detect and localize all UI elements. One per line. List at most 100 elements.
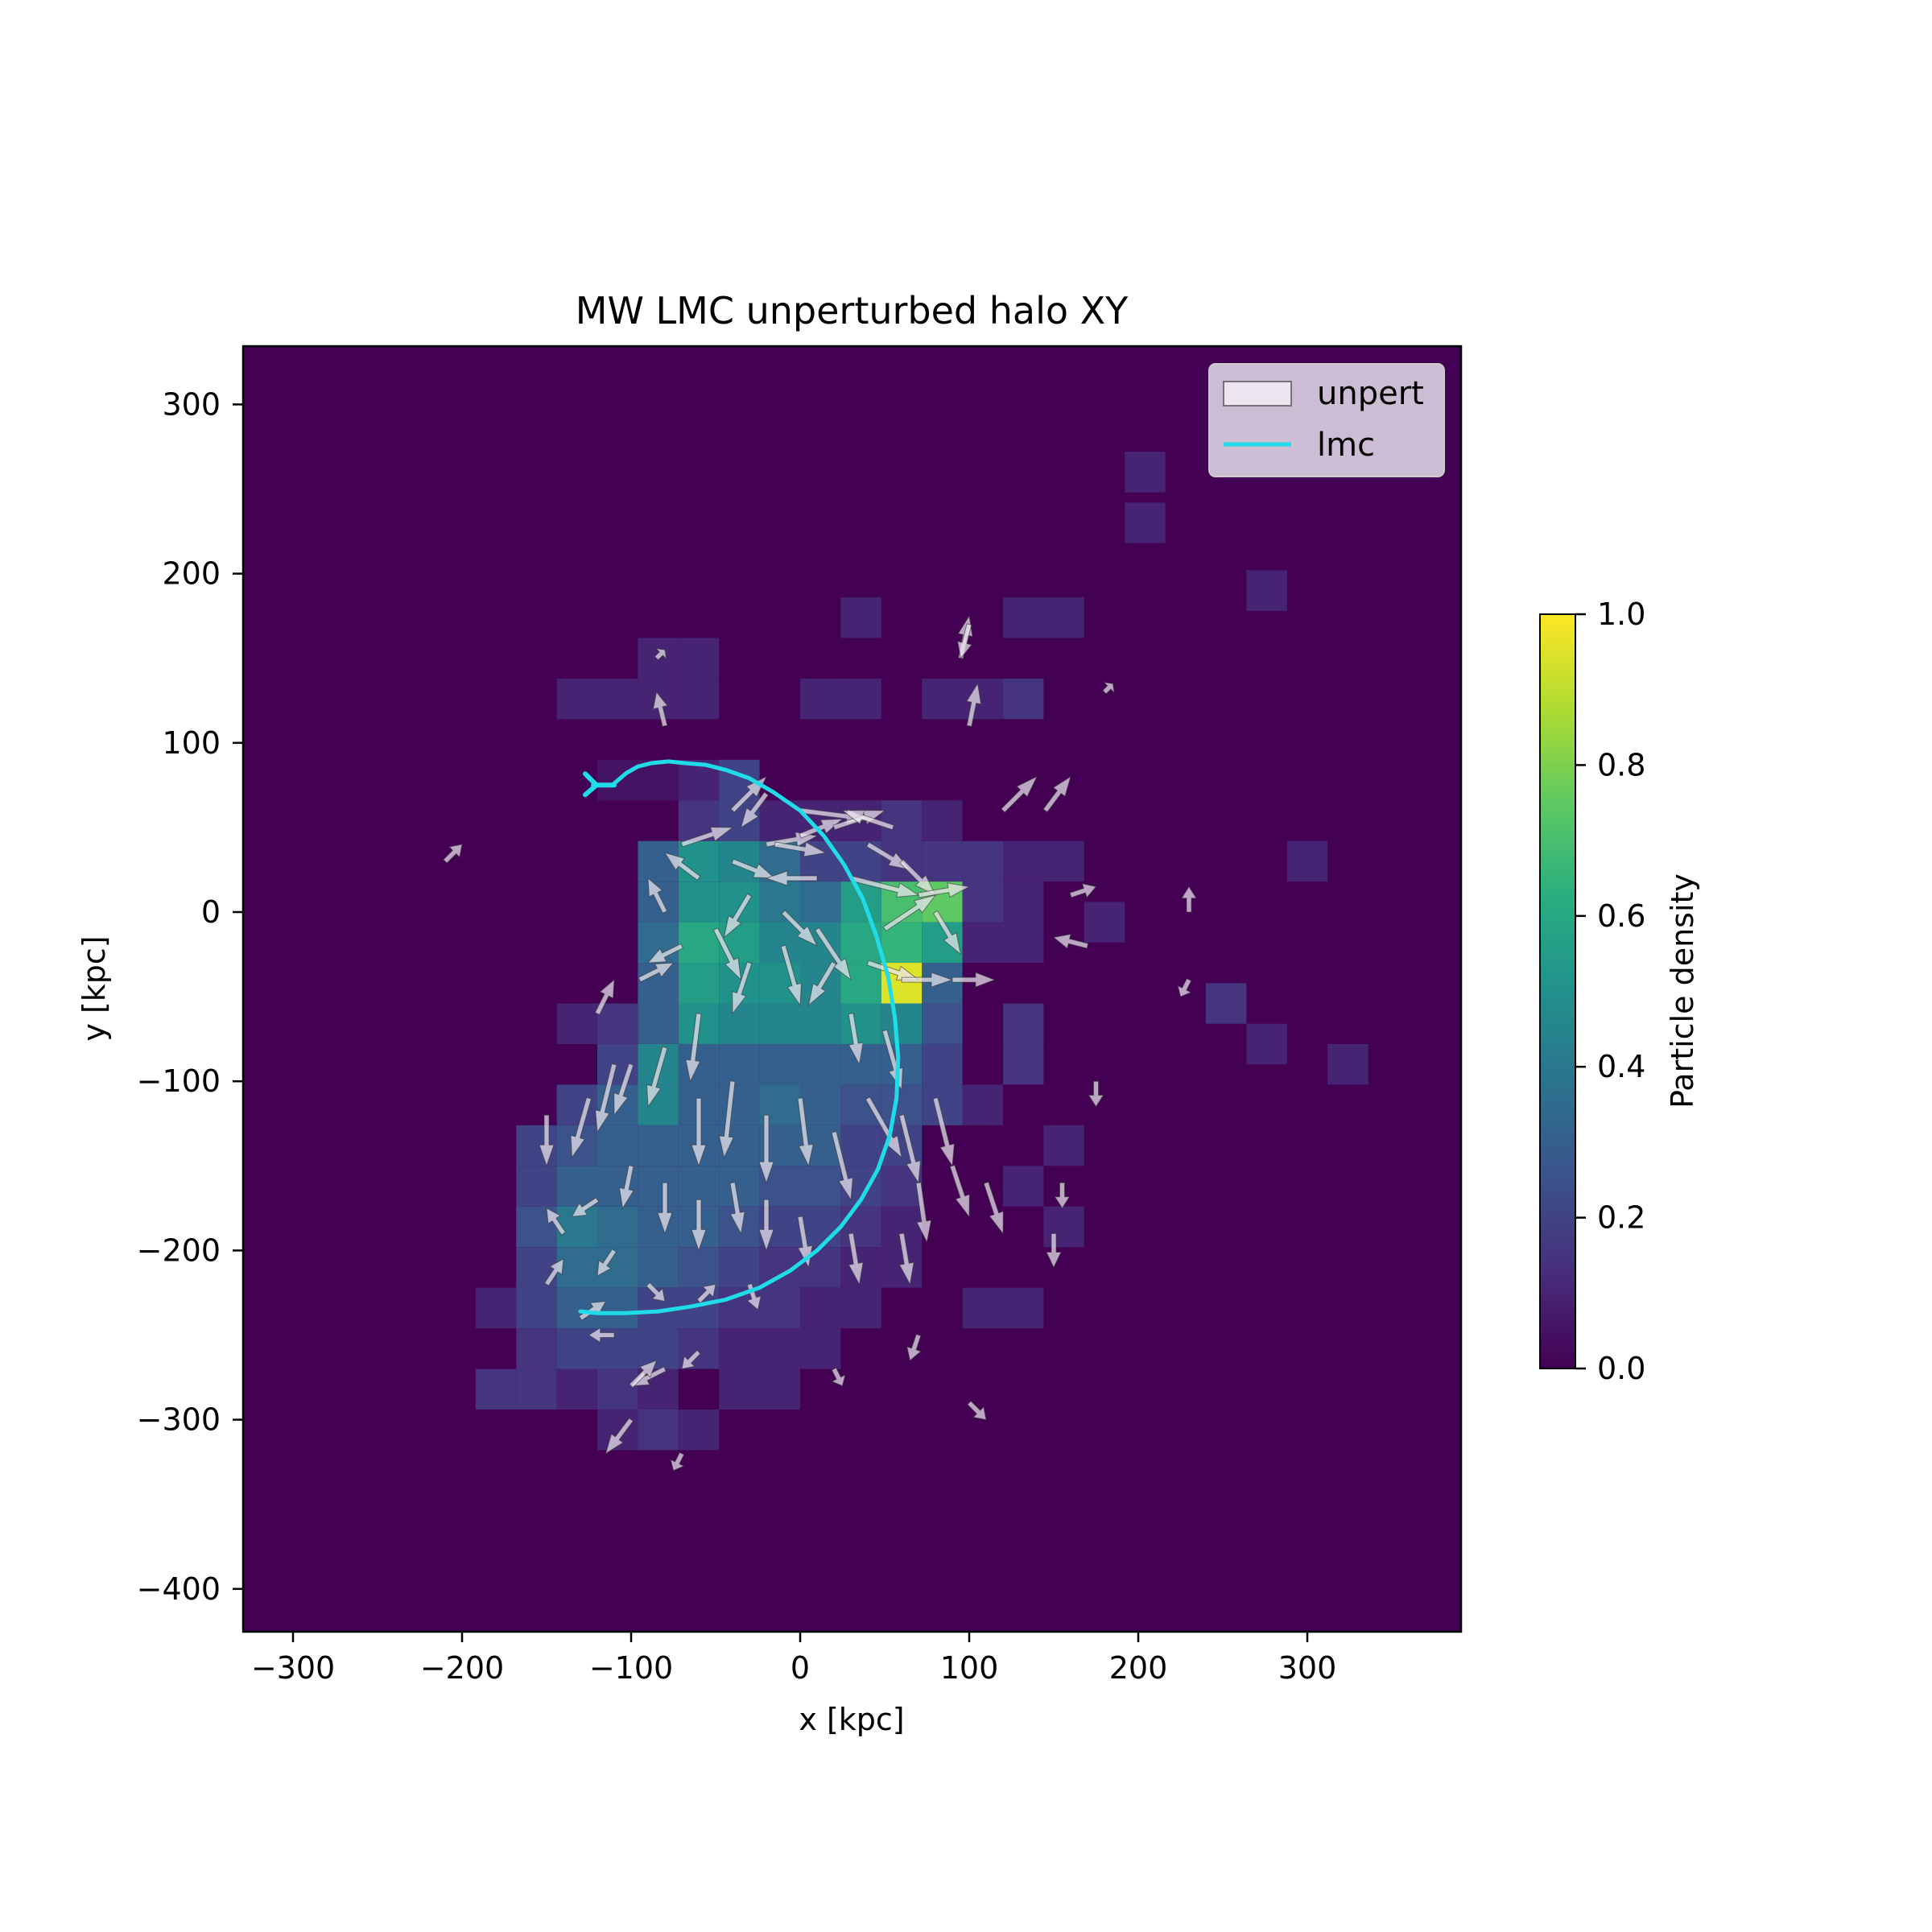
- heatmap-cell: [800, 1043, 841, 1085]
- quiver-arrow: [613, 1063, 634, 1117]
- heatmap-cell: [1246, 570, 1287, 611]
- quiver-arrow: [866, 960, 920, 980]
- legend-label-lmc: lmc: [1317, 427, 1375, 464]
- heatmap-cell: [1043, 840, 1084, 882]
- x-tick-label: −100: [589, 1650, 673, 1686]
- quiver-arrow: [1042, 775, 1071, 813]
- quiver-arrow: [723, 893, 753, 939]
- heatmap-cell: [840, 1003, 881, 1044]
- heatmap-cell: [840, 1287, 881, 1329]
- heatmap-cell: [759, 1003, 800, 1044]
- quiver-arrow: [718, 1080, 736, 1159]
- quiver-arrow: [731, 858, 776, 879]
- quiver-arrow: [849, 875, 920, 898]
- heatmap-cell: [475, 1287, 517, 1329]
- heatmap-cell: [516, 1287, 557, 1329]
- y-tick-label: 300: [162, 386, 221, 422]
- colorbar-gradient: [1539, 613, 1576, 1369]
- heatmap-cell: [678, 678, 720, 720]
- heatmap-cell: [1327, 1043, 1368, 1085]
- heatmap-cell: [719, 1368, 760, 1410]
- heatmap-cell: [1125, 502, 1166, 543]
- x-tick-label: 0: [791, 1650, 810, 1686]
- heatmap-cell: [638, 1409, 679, 1451]
- heatmap-cell: [840, 1125, 881, 1166]
- quiver-arrow: [691, 1199, 707, 1252]
- heatmap-cell: [638, 1166, 679, 1207]
- quiver-arrow: [657, 1182, 673, 1235]
- quiver-arrow: [901, 972, 954, 988]
- quiver-arrow: [1046, 1232, 1062, 1269]
- heatmap-cell: [678, 1409, 720, 1451]
- heatmap-cell: [678, 922, 720, 964]
- heatmap-cell: [962, 840, 1003, 882]
- x-tick-label: 300: [1278, 1650, 1337, 1686]
- heatmap-cell: [1125, 452, 1166, 493]
- heatmap-cell: [800, 1084, 841, 1125]
- heatmap-cell: [1003, 1287, 1044, 1329]
- plot-frame: [242, 345, 1463, 1633]
- heatmap-cell: [597, 1206, 638, 1248]
- quiver-arrow: [646, 943, 683, 964]
- heatmap-cell: [922, 1043, 963, 1085]
- quiver-arrow: [670, 1451, 685, 1472]
- heatmap-cell: [840, 1206, 881, 1248]
- heatmap-cell: [719, 1084, 760, 1125]
- heatmap-cell: [1003, 840, 1044, 882]
- quiver-arrow: [588, 1327, 615, 1344]
- legend-patch-unpert: [1223, 381, 1292, 407]
- quiver-arrow: [966, 682, 982, 727]
- legend: unpert lmc: [1208, 363, 1445, 477]
- quiver-arrow: [539, 1114, 555, 1167]
- quiver-arrow: [696, 1283, 716, 1304]
- x-axis-label: x [kpc]: [799, 1702, 904, 1737]
- quiver-arrow: [781, 910, 819, 947]
- heatmap-cell: [1043, 1125, 1084, 1166]
- quiver-arrow: [570, 1096, 592, 1159]
- colorbar-tick-label: 0.2: [1597, 1200, 1645, 1236]
- heatmap-cell: [516, 1368, 557, 1410]
- quiver-arrow: [646, 1046, 668, 1108]
- heatmap-cell: [556, 678, 597, 720]
- quiver-arrow: [799, 818, 844, 839]
- x-axis: −300 −200 −100 0 100 200 300: [251, 1632, 1336, 1686]
- heatmap-cell: [678, 963, 720, 1004]
- quiver-arrow: [848, 1232, 864, 1286]
- quiver-arrow: [595, 1063, 617, 1133]
- heatmap-cell: [962, 1084, 1003, 1125]
- heatmap-cell: [719, 1003, 760, 1044]
- quiver-arrow: [906, 1333, 922, 1361]
- quiver-arrow: [647, 877, 668, 914]
- heatmap-cell: [1003, 597, 1044, 638]
- colorbar-tick-label: 0.8: [1597, 747, 1645, 782]
- heatmap-cell: [759, 1043, 800, 1085]
- quiver-arrow: [571, 1197, 600, 1217]
- quiver-arrow: [956, 623, 972, 659]
- heatmap-cell: [719, 1166, 760, 1207]
- colorbar-tick-label: 0.0: [1597, 1351, 1645, 1386]
- heatmap-cell: [1043, 597, 1084, 638]
- quiver-arrow: [1001, 775, 1038, 813]
- quiver-arrow: [1181, 886, 1197, 913]
- heatmap-cell: [1003, 678, 1044, 720]
- heatmap-cell: [1286, 840, 1328, 882]
- heatmap-cell: [840, 597, 881, 638]
- quiver-arrow: [629, 1360, 658, 1389]
- quiver-arrow: [712, 927, 742, 981]
- heatmap-cell: [881, 800, 923, 841]
- lmc-trajectory: [578, 759, 901, 1315]
- y-tick-label: −300: [137, 1402, 221, 1438]
- heatmap-cell: [800, 1287, 841, 1329]
- heatmap-cell: [962, 922, 1003, 964]
- quiver-arrow: [915, 1182, 932, 1244]
- quiver-arrow: [691, 1097, 707, 1167]
- heatmap-cell: [556, 1247, 597, 1288]
- quiver-arrow: [899, 859, 937, 897]
- quiver-arrow: [774, 841, 828, 857]
- quiver-arrow: [814, 927, 852, 981]
- quiver-arrow: [932, 1096, 955, 1167]
- lmc-line: [578, 759, 901, 1315]
- colorbar-tick-label: 0.4: [1597, 1049, 1645, 1084]
- heatmap-cell: [922, 840, 963, 882]
- quiver-arrow: [917, 882, 971, 898]
